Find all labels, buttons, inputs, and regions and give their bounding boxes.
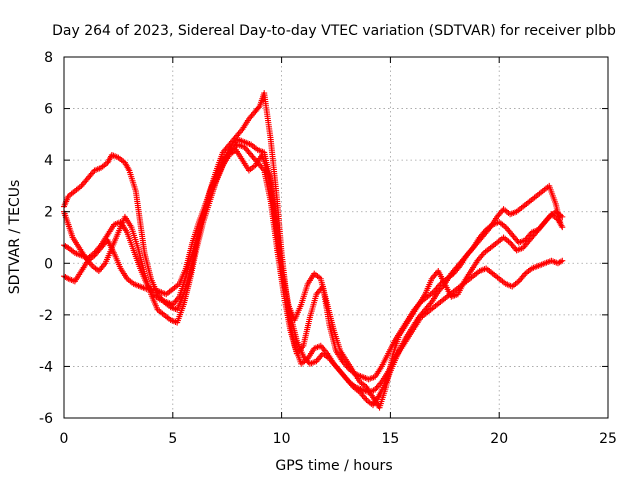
data-series-1 (61, 90, 564, 409)
x-tick-label: 25 (599, 431, 617, 447)
y-tick-label: 0 (44, 256, 53, 272)
data-series-2 (61, 141, 566, 383)
data-point (559, 257, 566, 264)
x-tick-label: 20 (490, 431, 508, 447)
y-tick-label: 8 (44, 50, 53, 66)
x-tick-label: 0 (60, 431, 69, 447)
y-tick-label: -6 (39, 411, 53, 427)
chart-title: Day 264 of 2023, Sidereal Day-to-day VTE… (52, 23, 616, 39)
y-tick-label: 6 (44, 102, 53, 118)
data-point (559, 224, 566, 231)
axes: 0 5 10 15 20 25 -6 -4 -2 0 2 4 6 8 (39, 50, 617, 447)
y-tick-label: 2 (44, 205, 53, 221)
y-tick-label: -4 (39, 359, 53, 375)
x-axis-label: GPS time / hours (275, 458, 392, 474)
data-series-3 (61, 136, 566, 396)
y-tick-label: -2 (39, 308, 53, 324)
x-tick-label: 5 (168, 431, 177, 447)
data-point (559, 213, 566, 220)
data-series-4 (61, 146, 566, 411)
plot-frame (63, 56, 609, 419)
data-point (255, 104, 262, 111)
y-tick-label: 4 (44, 153, 53, 169)
x-tick-label: 10 (273, 431, 291, 447)
plot-area (61, 90, 566, 411)
x-tick-label: 15 (381, 431, 399, 447)
y-axis-label: SDTVAR / TECUs (7, 180, 23, 295)
